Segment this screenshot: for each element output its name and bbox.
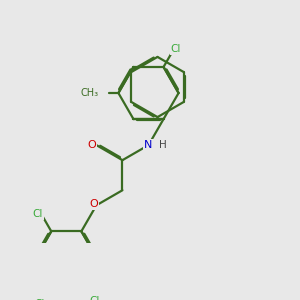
Text: Cl: Cl	[170, 44, 181, 54]
Text: CH₃: CH₃	[81, 88, 99, 98]
Text: Cl: Cl	[90, 296, 100, 300]
Text: O: O	[89, 199, 98, 209]
Text: Cl: Cl	[32, 209, 43, 219]
Text: N: N	[144, 140, 153, 150]
Text: Cl: Cl	[35, 299, 45, 300]
Text: O: O	[88, 140, 96, 150]
Text: H: H	[159, 140, 167, 150]
